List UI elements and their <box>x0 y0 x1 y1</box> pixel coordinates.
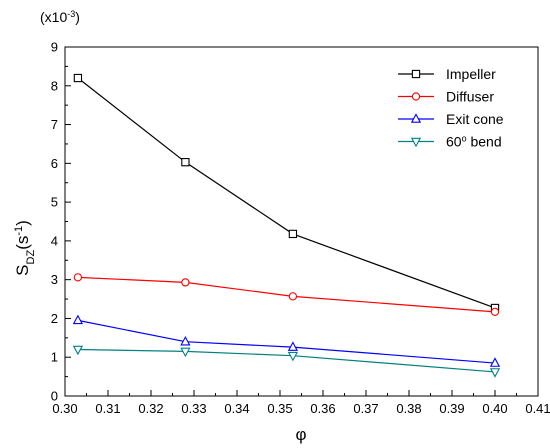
y-tick-label: 2 <box>51 311 58 326</box>
data-point <box>73 273 83 282</box>
legend-label: Diffuser <box>446 89 494 105</box>
series-group <box>72 73 501 378</box>
data-point <box>180 347 191 358</box>
data-point <box>181 158 190 167</box>
x-tick-label: 0.40 <box>482 401 507 416</box>
y-axis-title: SDZ(s-1) <box>13 220 37 276</box>
x-tick-label: 0.38 <box>396 401 421 416</box>
legend-marker <box>411 92 421 101</box>
data-point <box>72 345 84 356</box>
x-tick-label: 0.37 <box>353 401 378 416</box>
data-point <box>287 351 299 362</box>
data-point <box>288 229 298 239</box>
data-point <box>73 73 83 83</box>
tick-labels: 0.30 0.31 0.32 0.33 0.34 0.35 0.36 0.37 0.38 0.39… <box>51 40 550 417</box>
x-tick-label: 0.34 <box>224 401 249 416</box>
x-tick-label: 0.31 <box>95 401 120 416</box>
data-point <box>489 368 501 378</box>
legend: Impeller Diffuser Exit cone 60o bend <box>398 66 504 150</box>
x-axis-title: φ <box>295 425 306 444</box>
x-tick-label: 0.32 <box>138 401 163 416</box>
y-tick-label: 4 <box>51 233 58 248</box>
y-tick-label: 3 <box>51 272 58 287</box>
y-tick-label: 9 <box>51 40 58 55</box>
data-point <box>489 357 501 367</box>
data-point <box>287 341 299 351</box>
series-line <box>77 276 496 313</box>
y-tick-label: 6 <box>51 156 58 171</box>
legend-marker <box>411 69 421 79</box>
legend-marker <box>410 113 422 123</box>
legend-label: 60o bend <box>446 134 502 150</box>
axis-ticks <box>64 46 539 397</box>
data-point <box>288 292 298 301</box>
legend-marker <box>410 137 422 148</box>
x-tick-label: 0.36 <box>310 401 335 416</box>
series-line <box>77 77 496 309</box>
y-tick-label: 0 <box>51 389 58 404</box>
x-tick-label: 0.41 <box>525 401 550 416</box>
series-line <box>77 348 496 373</box>
y-tick-label: 5 <box>51 195 58 210</box>
data-point <box>490 307 500 317</box>
legend-label: Exit cone <box>446 111 504 127</box>
legend-label: Impeller <box>446 66 496 82</box>
x-tick-label: 0.39 <box>439 401 464 416</box>
x-tick-label: 0.30 <box>52 401 77 416</box>
data-point <box>72 314 84 325</box>
data-point <box>180 335 191 346</box>
y-tick-label: 7 <box>51 117 58 132</box>
series-line <box>77 319 496 364</box>
data-point <box>181 278 190 287</box>
y-tick-label: 8 <box>51 78 58 93</box>
x-tick-label: 0.33 <box>181 401 206 416</box>
axis-multiplier: (x10-3) <box>40 9 80 25</box>
x-tick-label: 0.35 <box>267 401 292 416</box>
y-tick-label: 1 <box>51 350 58 365</box>
